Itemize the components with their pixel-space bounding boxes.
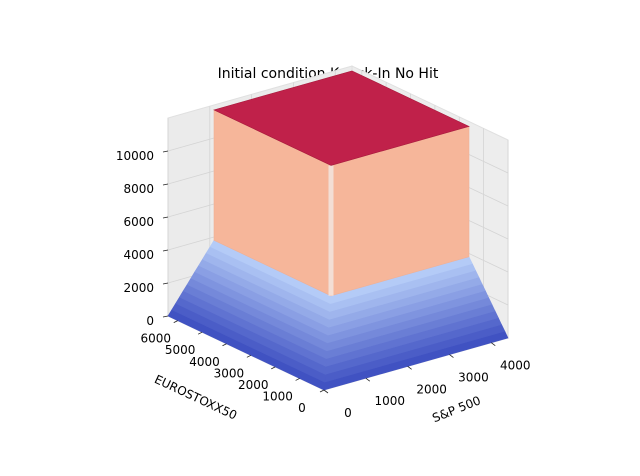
y-tick-mark [246, 354, 252, 358]
z-tick-label: 4000 [123, 248, 154, 262]
x-tick-mark [365, 377, 371, 382]
x-tick-label: 2000 [416, 382, 447, 396]
z-tick-mark [162, 183, 169, 186]
x-tick-label: 3000 [458, 371, 489, 385]
x-tick-label: 0 [344, 406, 352, 420]
x-tick-mark [449, 354, 454, 358]
x-tick-label: 4000 [500, 359, 531, 373]
y-tick-mark [222, 343, 227, 347]
z-tick-mark [162, 315, 169, 318]
y-tick-label: 3000 [214, 366, 245, 380]
z-tick-mark [162, 282, 169, 285]
z-tick-mark [162, 249, 169, 252]
x-tick-mark [491, 342, 496, 347]
z-tick-label: 0 [146, 314, 154, 328]
z-tick-mark [162, 216, 169, 219]
y-tick-label: 2000 [238, 378, 269, 392]
y-tick-label: 6000 [140, 332, 171, 346]
surface [167, 70, 509, 391]
x-tick-label: 1000 [375, 394, 406, 408]
x-tick-mark [407, 366, 412, 370]
y-tick-label: 5000 [165, 343, 196, 357]
y-tick-label: 0 [298, 401, 306, 415]
x-tick-mark [323, 389, 329, 394]
y-tick-mark [173, 320, 178, 323]
axes: 0100020003000400001000200030004000500060… [116, 149, 531, 420]
x-axis-label: S&P 500 [430, 393, 482, 425]
z-tick-label: 10000 [116, 149, 154, 163]
z-tick-label: 2000 [123, 281, 154, 295]
y-tick-mark [271, 366, 276, 370]
z-tick-label: 8000 [123, 182, 154, 196]
y-tick-label: 4000 [189, 355, 220, 369]
z-tick-label: 6000 [123, 215, 154, 229]
y-tick-mark [319, 389, 325, 393]
y-tick-label: 1000 [262, 389, 293, 403]
y-tick-mark [197, 331, 203, 335]
plateau-top [213, 70, 470, 166]
y-tick-mark [295, 378, 300, 381]
z-tick-mark [162, 150, 169, 153]
